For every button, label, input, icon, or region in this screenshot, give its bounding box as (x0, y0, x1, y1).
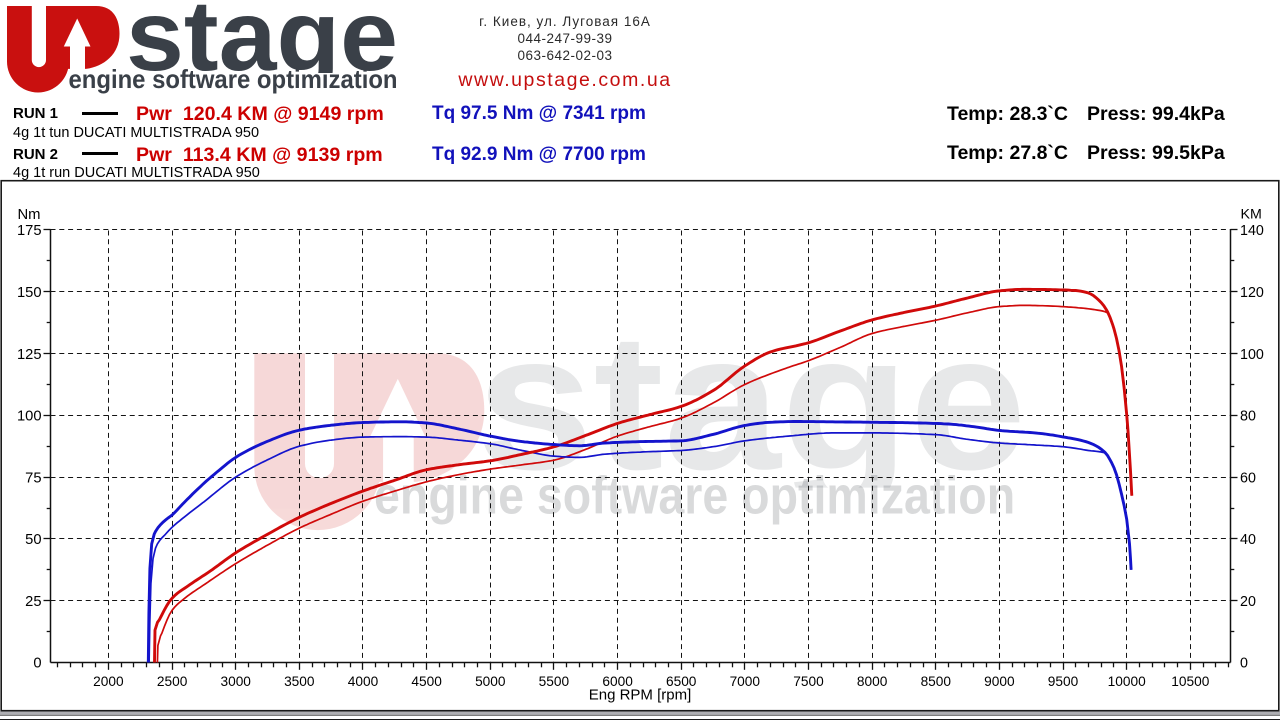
svg-text:40: 40 (1240, 532, 1256, 548)
svg-text:Eng RPM [rpm]: Eng RPM [rpm] (589, 687, 692, 704)
svg-text:engine software optimization: engine software optimization (374, 467, 1015, 526)
svg-text:8000: 8000 (857, 674, 888, 689)
svg-text:0: 0 (33, 656, 41, 672)
svg-text:3000: 3000 (220, 674, 251, 689)
svg-text:8500: 8500 (921, 674, 952, 689)
svg-text:150: 150 (17, 285, 42, 301)
svg-text:75: 75 (25, 470, 41, 486)
svg-text:7000: 7000 (730, 674, 761, 689)
svg-text:140: 140 (1240, 223, 1264, 239)
svg-text:3500: 3500 (284, 674, 315, 689)
svg-text:10500: 10500 (1171, 674, 1209, 689)
svg-text:2000: 2000 (93, 674, 124, 689)
svg-text:6000: 6000 (602, 674, 633, 689)
svg-text:60: 60 (1240, 470, 1256, 486)
svg-text:100: 100 (1240, 347, 1264, 363)
svg-text:2500: 2500 (157, 674, 188, 689)
svg-text:50: 50 (25, 532, 41, 548)
svg-text:7500: 7500 (793, 674, 824, 689)
svg-text:0: 0 (1240, 656, 1248, 672)
svg-text:5000: 5000 (475, 674, 506, 689)
svg-text:25: 25 (25, 594, 41, 610)
svg-text:KM: KM (1241, 207, 1262, 223)
svg-text:5500: 5500 (539, 674, 570, 689)
svg-text:engine software optimization: engine software optimization (69, 64, 398, 94)
svg-text:stage: stage (476, 294, 1026, 511)
svg-text:9000: 9000 (984, 674, 1015, 689)
svg-text:20: 20 (1240, 594, 1256, 610)
svg-text:6500: 6500 (666, 674, 697, 689)
svg-text:9500: 9500 (1048, 674, 1079, 689)
svg-text:stage: stage (126, 0, 398, 92)
svg-text:120: 120 (1240, 285, 1264, 301)
svg-text:4000: 4000 (348, 674, 379, 689)
svg-text:175: 175 (17, 223, 42, 239)
svg-text:100: 100 (17, 409, 42, 425)
svg-text:80: 80 (1240, 409, 1256, 425)
svg-text:125: 125 (17, 347, 42, 363)
svg-text:10000: 10000 (1108, 674, 1146, 689)
svg-text:Nm: Nm (18, 207, 41, 223)
svg-text:4500: 4500 (411, 674, 442, 689)
